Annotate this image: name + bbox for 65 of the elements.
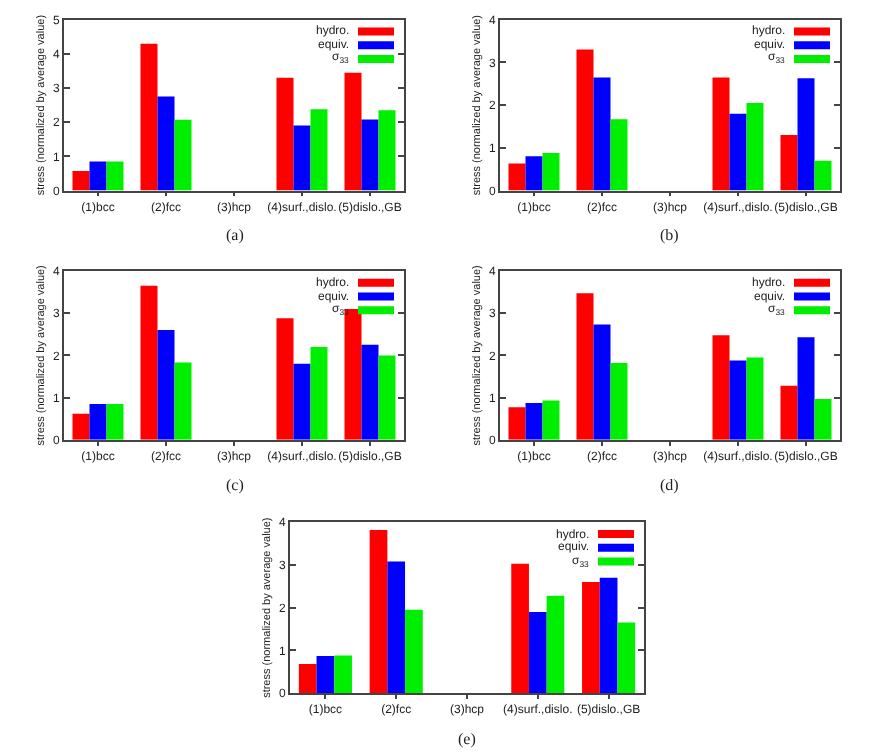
bar: [528, 611, 547, 694]
bar: [310, 109, 328, 191]
bar: [712, 77, 730, 191]
bar: [712, 335, 730, 440]
bar: [378, 355, 396, 440]
bar: [525, 403, 543, 440]
bar: [361, 119, 379, 191]
bar: [140, 285, 158, 440]
bar: [542, 152, 560, 191]
bar: [316, 655, 335, 694]
bar: [106, 403, 124, 440]
bar: [293, 125, 311, 191]
text: (e): [458, 730, 477, 748]
bar: [729, 113, 747, 191]
bar: [405, 609, 423, 694]
bar: [157, 96, 175, 191]
bar: [593, 324, 611, 440]
bar: [780, 385, 798, 440]
bar: [610, 119, 628, 191]
text: (a): [226, 226, 245, 244]
bar: [814, 160, 832, 191]
bar: [140, 43, 158, 191]
bar: [276, 318, 294, 440]
bar: [525, 156, 543, 191]
bar: [576, 49, 594, 191]
bar: [729, 360, 747, 440]
bar: [814, 398, 832, 440]
bar: [89, 161, 107, 191]
bar: [610, 363, 628, 440]
bar: [746, 103, 764, 191]
bar: [511, 563, 529, 694]
bar: [334, 655, 352, 694]
bar: [387, 561, 406, 694]
bar: [582, 582, 600, 694]
bar: [546, 595, 565, 694]
bar: [72, 171, 90, 191]
bar: [361, 344, 379, 440]
bar: [542, 400, 560, 440]
bar: [593, 77, 611, 191]
bar: [276, 77, 294, 191]
bar: [344, 308, 362, 440]
bar: [310, 346, 328, 440]
bar: [599, 577, 618, 694]
bar: [797, 337, 815, 440]
bar: [797, 78, 815, 191]
bar: [89, 403, 107, 440]
bar: [293, 363, 311, 440]
bar: [576, 293, 594, 440]
bar: [378, 110, 396, 191]
bar: [106, 161, 124, 191]
bar: [157, 330, 175, 440]
bar: [174, 119, 192, 191]
bar: [508, 163, 526, 191]
bar: [617, 622, 636, 694]
bar: [72, 413, 90, 440]
bar: [746, 357, 764, 440]
bar: [780, 135, 798, 191]
bar: [174, 362, 192, 440]
text: (c): [226, 476, 245, 494]
text: (d): [660, 476, 680, 494]
bar: [508, 407, 526, 440]
text: (b): [660, 226, 680, 244]
bar: [298, 664, 317, 694]
bar: [369, 529, 388, 694]
bar: [344, 72, 362, 191]
